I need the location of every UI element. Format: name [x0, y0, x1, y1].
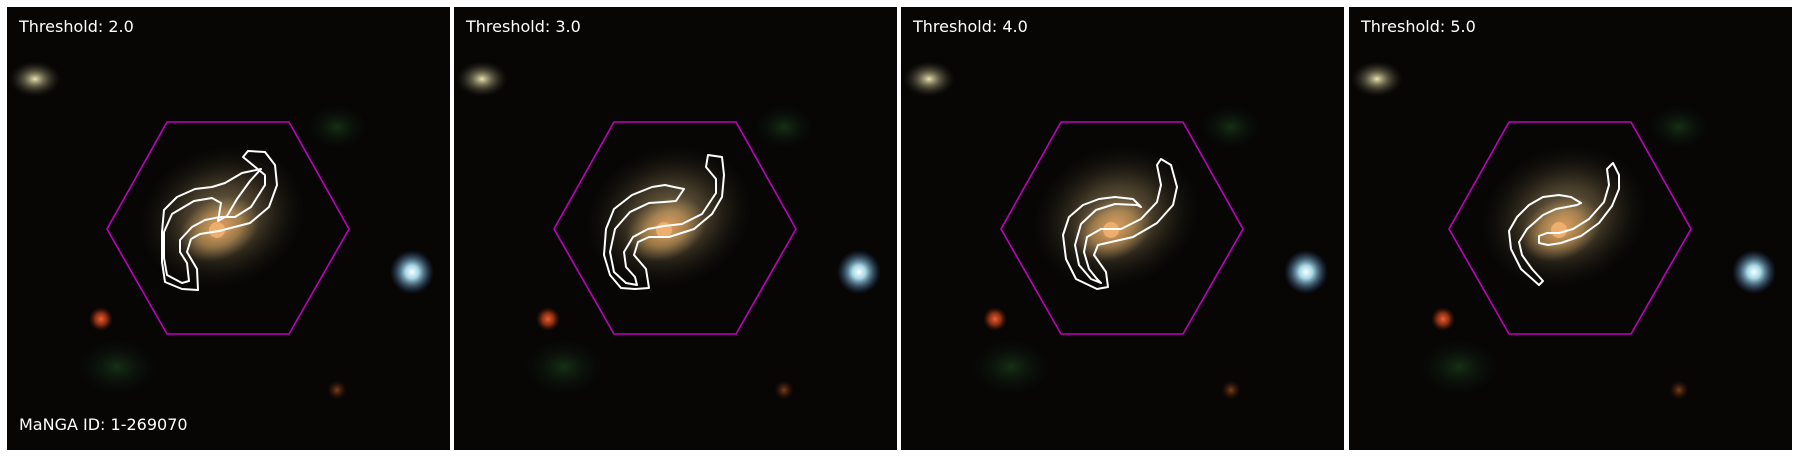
faint-red-source [1669, 380, 1689, 400]
spiral-arm-contour [603, 154, 725, 290]
threshold-label: Threshold: 3.0 [466, 17, 581, 36]
background-glow [971, 339, 1051, 395]
galaxy-nucleus [1551, 222, 1567, 238]
panel-threshold-2: Threshold: 2.0 MaNGA ID: 1-269070 [7, 7, 450, 450]
background-glow [1649, 105, 1709, 149]
background-glow [524, 339, 604, 395]
background-galaxy [9, 61, 61, 97]
hexagon-ifu-footprint [1448, 121, 1692, 335]
background-galaxy [456, 61, 508, 97]
galaxy-nucleus [209, 222, 225, 238]
faint-red-source [327, 380, 347, 400]
red-star [1431, 307, 1455, 331]
background-glow [1419, 339, 1499, 395]
panel-threshold-3: Threshold: 3.0 [454, 7, 897, 450]
background-galaxy [903, 61, 955, 97]
threshold-label: Threshold: 2.0 [19, 17, 134, 36]
background-galaxy [1351, 61, 1403, 97]
threshold-label: Threshold: 5.0 [1361, 17, 1476, 36]
faint-red-source [1221, 380, 1241, 400]
background-glow [754, 105, 814, 149]
threshold-label: Threshold: 4.0 [913, 17, 1028, 36]
blue-star [837, 250, 881, 294]
blue-star [390, 250, 434, 294]
blue-star [1284, 250, 1328, 294]
red-star [983, 307, 1007, 331]
hexagon-ifu-footprint [553, 121, 797, 335]
faint-red-source [774, 380, 794, 400]
spiral-arm-contour [1508, 162, 1620, 286]
blue-star [1732, 250, 1776, 294]
panel-threshold-4: Threshold: 4.0 [901, 7, 1344, 450]
red-star [89, 307, 113, 331]
background-glow [307, 105, 367, 149]
spiral-arm-contour [1062, 158, 1178, 290]
hexagon-ifu-footprint [106, 121, 350, 335]
background-glow [77, 339, 157, 395]
spiral-arm-contour [161, 150, 278, 291]
hexagon-ifu-footprint [1000, 121, 1244, 335]
panel-threshold-5: Threshold: 5.0 [1349, 7, 1792, 450]
red-star [536, 307, 560, 331]
manga-id-label: MaNGA ID: 1-269070 [19, 415, 188, 434]
background-glow [1201, 105, 1261, 149]
